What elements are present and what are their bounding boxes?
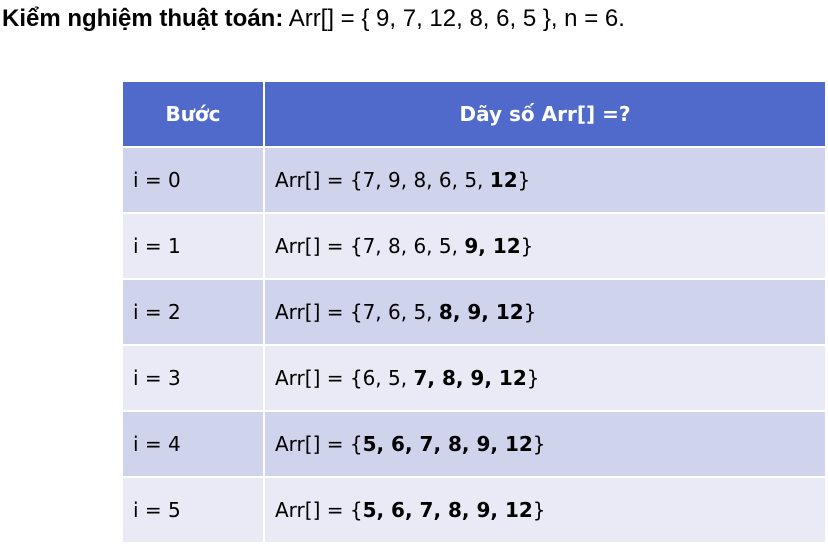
array-suffix: } [517, 168, 531, 192]
array-sorted: 7, 8, 9, 12 [413, 366, 527, 390]
array-sorted: 9, 12 [464, 234, 521, 258]
array-plain: 6, 5, [362, 366, 414, 390]
array-suffix: } [526, 366, 540, 390]
array-prefix: Arr[] = { [275, 498, 363, 522]
title-text: Arr[] = { 9, 7, 12, 8, 6, 5 }, n = 6. [283, 5, 625, 32]
array-prefix: Arr[] = { [275, 432, 363, 456]
array-prefix: Arr[] = { [275, 168, 363, 192]
array-suffix: } [532, 432, 546, 456]
array-prefix: Arr[] = { [275, 366, 363, 390]
array-cell: Arr[] = {6, 5, 7, 8, 9, 12} [264, 345, 827, 412]
array-cell: Arr[] = {5, 6, 7, 8, 9, 12} [264, 477, 827, 544]
step-cell: i = 3 [123, 345, 265, 412]
array-suffix: } [520, 234, 534, 258]
table-row: i = 1 Arr[] = {7, 8, 6, 5, 9, 12} [123, 213, 827, 280]
step-cell: i = 0 [123, 147, 265, 214]
array-sorted: 8, 9, 12 [438, 300, 524, 324]
array-prefix: Arr[] = { [275, 234, 363, 258]
header-array: Dãy số Arr[] =? [264, 82, 827, 148]
array-cell: Arr[] = {5, 6, 7, 8, 9, 12} [264, 411, 827, 478]
array-prefix: Arr[] = { [275, 300, 363, 324]
array-plain: 7, 8, 6, 5, [362, 234, 465, 258]
array-plain: 7, 6, 5, [362, 300, 439, 324]
array-sorted: 12 [489, 168, 518, 192]
table-row: i = 0 Arr[] = {7, 9, 8, 6, 5, 12} [123, 147, 827, 214]
step-cell: i = 5 [123, 477, 265, 544]
array-suffix: } [532, 498, 546, 522]
array-cell: Arr[] = {7, 8, 6, 5, 9, 12} [264, 213, 827, 280]
steps-table: Bước Dãy số Arr[] =? i = 0 Arr[] = {7, 9… [123, 82, 827, 544]
steps-table-wrapper: Bước Dãy số Arr[] =? i = 0 Arr[] = {7, 9… [123, 82, 827, 544]
array-sorted: 5, 6, 7, 8, 9, 12 [362, 432, 533, 456]
table-row: i = 2 Arr[] = {7, 6, 5, 8, 9, 12} [123, 279, 827, 346]
step-cell: i = 4 [123, 411, 265, 478]
page-title: Kiểm nghiệm thuật toán: Arr[] = { 9, 7, … [2, 4, 625, 34]
table-row: i = 5 Arr[] = {5, 6, 7, 8, 9, 12} [123, 477, 827, 544]
array-plain: 7, 9, 8, 6, 5, [362, 168, 490, 192]
array-cell: Arr[] = {7, 6, 5, 8, 9, 12} [264, 279, 827, 346]
table-header-row: Bước Dãy số Arr[] =? [123, 82, 827, 148]
array-cell: Arr[] = {7, 9, 8, 6, 5, 12} [264, 147, 827, 214]
header-step: Bước [123, 82, 265, 148]
title-label: Kiểm nghiệm thuật toán: [2, 5, 284, 32]
step-cell: i = 1 [123, 213, 265, 280]
table-row: i = 3 Arr[] = {6, 5, 7, 8, 9, 12} [123, 345, 827, 412]
array-suffix: } [523, 300, 537, 324]
array-sorted: 5, 6, 7, 8, 9, 12 [362, 498, 533, 522]
table-row: i = 4 Arr[] = {5, 6, 7, 8, 9, 12} [123, 411, 827, 478]
step-cell: i = 2 [123, 279, 265, 346]
